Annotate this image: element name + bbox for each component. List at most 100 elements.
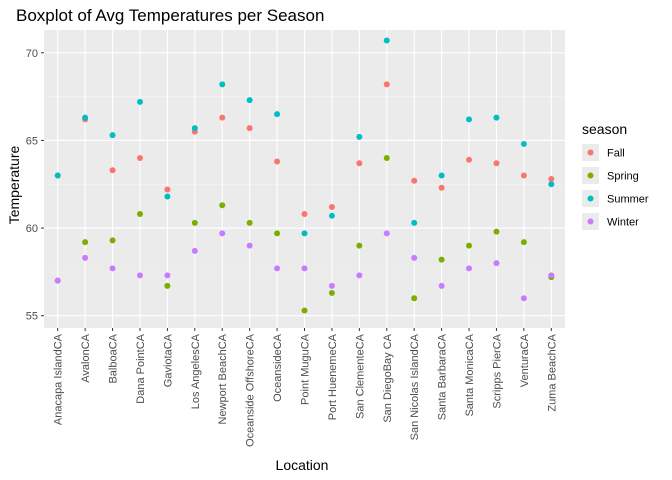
point-fall xyxy=(328,204,335,211)
point-spring xyxy=(383,154,390,161)
legend-key-point xyxy=(587,172,594,179)
point-summer xyxy=(136,98,143,105)
point-spring xyxy=(164,282,171,289)
x-tick-label: VenturaCA xyxy=(519,333,531,387)
point-summer xyxy=(109,132,116,139)
x-tick-label: San ClementeCA xyxy=(354,333,366,419)
y-tick-label: 55 xyxy=(26,311,38,323)
point-winter xyxy=(301,265,308,272)
legend: season Fall Spring Summer Winter xyxy=(582,121,649,230)
point-winter xyxy=(274,265,281,272)
point-winter xyxy=(520,295,527,302)
point-fall xyxy=(438,184,445,191)
point-spring xyxy=(411,295,418,302)
x-tick-label: San Nicolas IslandCA xyxy=(409,333,421,440)
point-summer xyxy=(301,230,308,237)
x-tick-label: Zuma BeachCA xyxy=(546,333,558,411)
point-summer xyxy=(191,125,198,132)
point-winter xyxy=(191,247,198,254)
point-fall xyxy=(301,211,308,218)
point-spring xyxy=(219,202,226,209)
x-tick-label: OceansideCA xyxy=(272,333,284,402)
point-spring xyxy=(356,242,363,249)
point-fall xyxy=(466,156,473,163)
point-winter xyxy=(411,254,418,261)
point-fall xyxy=(356,160,363,167)
point-fall xyxy=(219,114,226,121)
point-spring xyxy=(493,228,500,235)
point-winter xyxy=(109,265,116,272)
point-summer xyxy=(383,37,390,44)
point-summer xyxy=(520,140,527,147)
point-winter xyxy=(438,282,445,289)
point-winter xyxy=(493,260,500,267)
legend-label-winter: Winter xyxy=(607,217,639,229)
x-tick-label: Point MuguCA xyxy=(300,333,312,405)
y-axis-title: Temperature xyxy=(6,145,22,224)
x-tick-label: Santa BarbaraCA xyxy=(437,333,449,420)
point-winter xyxy=(466,265,473,272)
x-tick-label: Oceanside OffshoreCA xyxy=(245,333,257,447)
point-winter xyxy=(54,277,61,284)
point-winter xyxy=(246,242,253,249)
point-winter xyxy=(82,254,89,261)
x-axis: Anacapa IslandCA AvalonCA BalboaCA Dana Poi… xyxy=(53,328,558,447)
legend-label-fall: Fall xyxy=(607,148,625,160)
x-tick-label: Dana PointCA xyxy=(135,333,147,403)
point-fall xyxy=(493,160,500,167)
point-spring xyxy=(301,307,308,314)
point-spring xyxy=(328,289,335,296)
point-winter xyxy=(328,282,335,289)
point-summer xyxy=(82,114,89,121)
data-points xyxy=(54,37,555,314)
point-fall xyxy=(520,172,527,179)
x-tick-label: Scripps PierCA xyxy=(491,333,503,408)
point-fall xyxy=(109,167,116,174)
point-winter xyxy=(383,230,390,237)
legend-key-point xyxy=(587,149,594,156)
point-fall xyxy=(383,81,390,88)
legend-key-point xyxy=(587,218,594,225)
point-summer xyxy=(164,193,171,200)
legend-key-point xyxy=(587,195,594,202)
y-tick-label: 60 xyxy=(26,223,38,235)
y-tick-label: 65 xyxy=(26,135,38,147)
point-summer xyxy=(274,111,281,118)
point-summer xyxy=(54,172,61,179)
x-tick-label: Port HuenemeCA xyxy=(327,333,339,420)
chart-title: Boxplot of Avg Temperatures per Season xyxy=(16,6,324,25)
point-fall xyxy=(136,154,143,161)
point-spring xyxy=(246,219,253,226)
x-tick-label: Santa MonicaCA xyxy=(464,333,476,416)
point-fall xyxy=(274,158,281,165)
point-spring xyxy=(191,219,198,226)
point-summer xyxy=(219,81,226,88)
point-summer xyxy=(328,212,335,219)
x-axis-title: Location xyxy=(276,457,329,473)
point-fall xyxy=(548,176,555,182)
point-summer xyxy=(411,219,418,226)
point-spring xyxy=(438,256,445,263)
point-summer xyxy=(548,181,555,188)
point-spring xyxy=(136,211,143,218)
point-winter xyxy=(548,272,555,279)
point-fall xyxy=(246,125,253,132)
point-summer xyxy=(356,133,363,140)
x-tick-label: Anacapa IslandCA xyxy=(53,333,65,425)
point-winter xyxy=(136,272,143,279)
x-tick-label: GaviotaCA xyxy=(162,333,174,387)
legend-title: season xyxy=(582,121,627,137)
y-axis: 55 60 65 70 xyxy=(26,48,44,323)
x-tick-label: San DiegoBay CA xyxy=(382,333,394,422)
x-tick-label: AvalonCA xyxy=(80,333,92,382)
x-tick-label: Los AngelesCA xyxy=(190,333,202,409)
point-summer xyxy=(466,116,473,123)
x-tick-label: Newport BeachCA xyxy=(217,333,229,424)
point-winter xyxy=(356,272,363,279)
y-tick-label: 70 xyxy=(26,48,38,60)
point-winter xyxy=(219,230,226,237)
point-spring xyxy=(466,242,473,249)
point-fall xyxy=(411,177,418,184)
point-summer xyxy=(246,97,253,104)
